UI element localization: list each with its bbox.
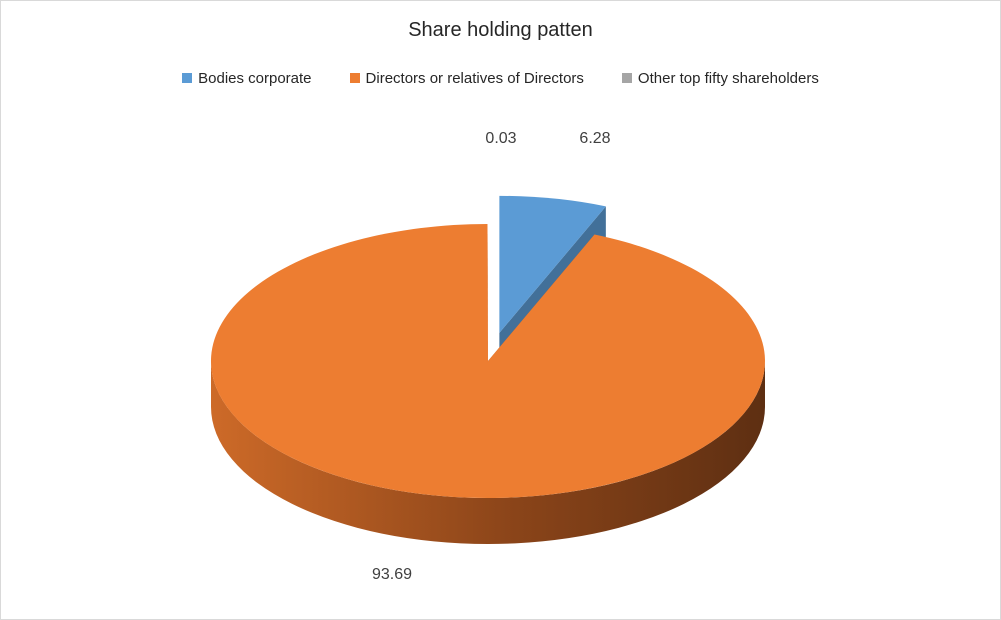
pie-slice: [499, 195, 606, 333]
data-label: 6.28: [579, 130, 610, 147]
legend-swatch: [621, 73, 632, 83]
pie-slice: [486, 203, 489, 342]
legend-swatch: [349, 73, 360, 83]
legend-label: Directors or relatives of Directors: [365, 69, 584, 87]
pie-slice: [210, 224, 765, 498]
pie-slice-side: [211, 361, 765, 544]
legend-item-bodies-corporate: Bodies corporate: [182, 69, 312, 87]
legend-item-other-top-fifty: Other top fifty shareholders: [621, 69, 819, 87]
legend: Bodies corporate Directors or relatives …: [1, 67, 1000, 89]
legend-label: Other top fifty shareholders: [637, 69, 819, 87]
data-label: 93.69: [372, 566, 412, 583]
chart-title: Share holding patten: [408, 19, 593, 41]
legend-label: Bodies corporate: [198, 69, 312, 87]
data-label: 0.03: [485, 130, 516, 147]
legend-swatch: [182, 73, 193, 83]
legend-item-directors: Directors or relatives of Directors: [349, 69, 584, 87]
